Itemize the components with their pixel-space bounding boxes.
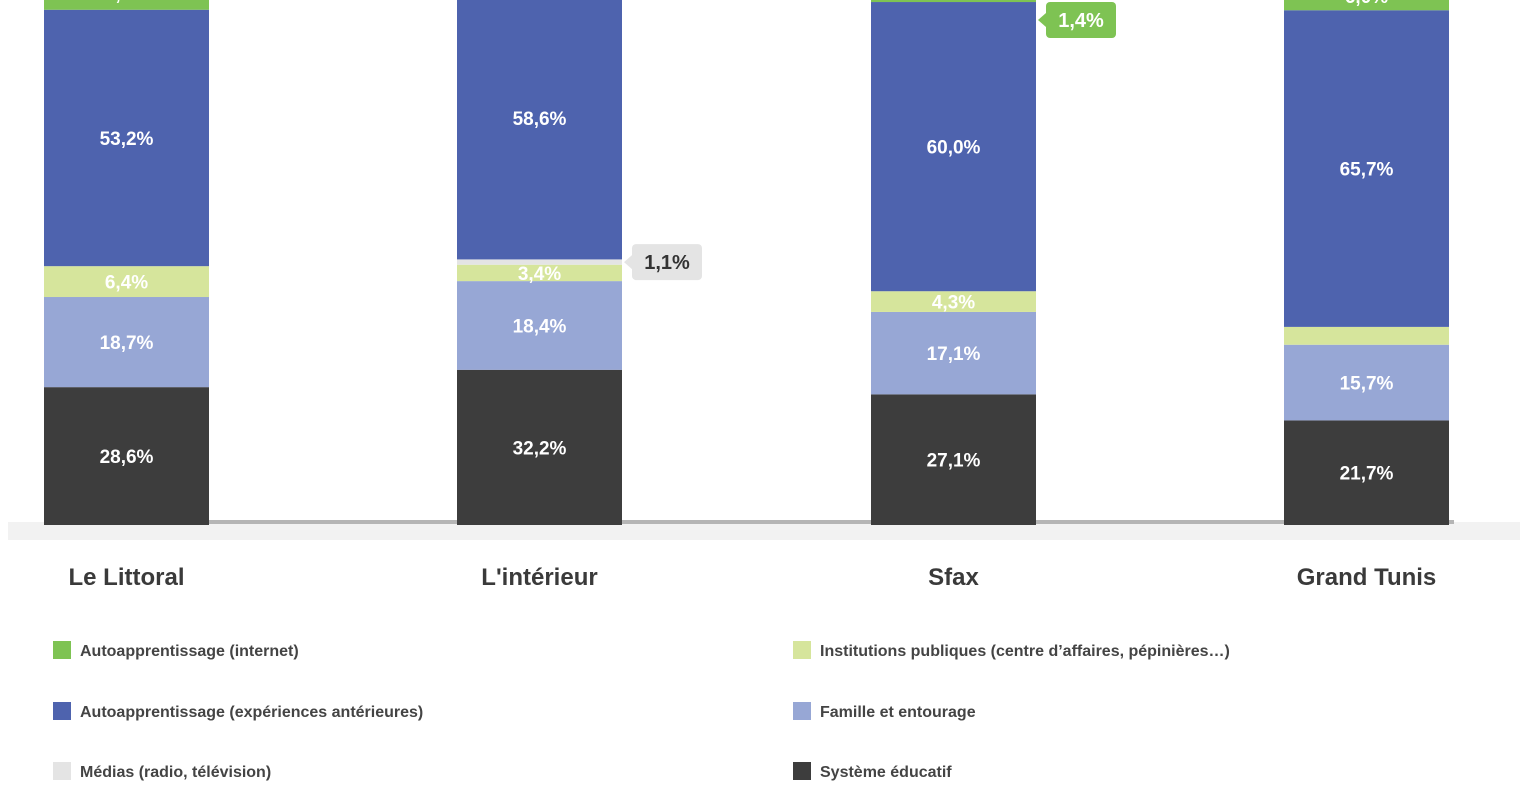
data-label-sfax-institutions-publiques-centre-d-affaires-pepinieres: 4,3% [932,293,975,314]
bars-group: 28,6% 18,7% 6,4% 53,2% 6,9% 32,2% 18,4% 3,4% 1,1… [44,0,1449,525]
data-label-le-littoral-famille-et-entourage: 18,7% [100,333,154,354]
callout-pointer-l-interieur-medias-radio-television [624,255,632,270]
legend-label-institutions-publiques-centre-d-affaires-pepinieres: Institutions publiques (centre d’affaire… [820,643,1230,660]
legend-swatch-autoapprentissage-internet [53,641,71,659]
bar-segment-le-littoral-systeme-educatif [44,387,209,525]
callout-box-sfax-autoapprentissage-internet [1046,2,1116,38]
data-label-le-littoral-systeme-educatif: 28,6% [100,447,154,468]
data-label-l-interieur-systeme-educatif: 32,2% [513,438,567,459]
bar-segment-l-interieur-institutions-publiques-centre-d-affaires-pepinieres [457,264,622,282]
data-label-le-littoral-autoapprentissage-experiences-anterieures: 53,2% [100,129,154,150]
bar-segment-l-interieur-autoapprentissage-experiences-anterieures [457,0,622,260]
legend-label-medias-radio-television: Médias (radio, télévision) [80,764,271,781]
bar-segment-sfax-autoapprentissage-internet [871,0,1036,3]
category-labels: Le Littoral L'intérieur Sfax Grand Tunis [68,564,1436,591]
bar-segment-grand-tunis-autoapprentissage-internet [1284,0,1449,11]
data-label-sfax-systeme-educatif: 27,1% [927,451,981,472]
legend-label-autoapprentissage-internet: Autoapprentissage (internet) [80,643,299,660]
bar-segment-le-littoral-autoapprentissage-experiences-anterieures [44,9,209,267]
callout-pointer-sfax-autoapprentissage-internet [1038,13,1046,27]
bar-segment-sfax-institutions-publiques-centre-d-affaires-pepinieres [871,291,1036,312]
legend-swatch-autoapprentissage-experiences-anterieures [53,702,71,720]
data-label-l-interieur-autoapprentissage-experiences-anterieures: 58,6% [513,109,567,130]
data-label-l-interieur-institutions-publiques-centre-d-affaires-pepinieres: 3,4% [518,264,561,285]
category-label-grand-tunis: Grand Tunis [1297,564,1437,591]
bar-segment-sfax-famille-et-entourage [871,311,1036,395]
bar-segment-grand-tunis-institutions-publiques-centre-d-affaires-pepinieres [1284,326,1449,345]
data-label-le-littoral-autoapprentissage-internet: 6,9% [105,0,148,5]
bar-segment-l-interieur-famille-et-entourage [457,281,622,370]
data-label-l-interieur-famille-et-entourage: 18,4% [513,316,567,337]
data-label-le-littoral-institutions-publiques-centre-d-affaires-pepinieres: 6,4% [105,273,148,294]
data-label-grand-tunis-autoapprentissage-experiences-anterieures: 65,7% [1340,160,1394,181]
bar-segment-le-littoral-famille-et-entourage [44,297,209,388]
legend-label-famille-et-entourage: Famille et entourage [820,704,976,721]
category-label-sfax: Sfax [928,564,979,591]
category-label-l-interieur: L'intérieur [481,564,597,591]
bar-segment-sfax-systeme-educatif [871,394,1036,525]
data-label-l-interieur-medias-radio-television: 1,1% [644,252,690,274]
bar-segment-grand-tunis-autoapprentissage-experiences-anterieures [1284,10,1449,327]
data-label-sfax-famille-et-entourage: 17,1% [927,344,981,365]
data-label-grand-tunis-autoapprentissage-internet: 6,0% [1345,0,1388,8]
bar-segment-grand-tunis-systeme-educatif [1284,420,1449,525]
data-label-sfax-autoapprentissage-experiences-anterieures: 60,0% [927,138,981,159]
data-label-sfax-autoapprentissage-internet: 1,4% [1058,10,1104,32]
bar-segment-grand-tunis-famille-et-entourage [1284,344,1449,421]
legend-label-systeme-educatif: Système éducatif [820,764,952,781]
legend-swatch-famille-et-entourage [793,702,811,720]
bar-segment-le-littoral-autoapprentissage-internet [44,0,209,10]
bar-segment-le-littoral-institutions-publiques-centre-d-affaires-pepinieres [44,266,209,298]
data-label-grand-tunis-famille-et-entourage: 15,7% [1340,374,1394,395]
bar-segment-l-interieur-systeme-educatif [457,369,622,525]
callout-box-l-interieur-medias-radio-television [632,244,702,281]
data-label-grand-tunis-systeme-educatif: 21,7% [1340,464,1394,485]
category-label-le-littoral: Le Littoral [68,564,184,591]
legend-swatch-institutions-publiques-centre-d-affaires-pepinieres [793,641,811,659]
bar-segment-sfax-autoapprentissage-experiences-anterieures [871,2,1036,292]
legend-swatch-medias-radio-television [53,762,71,780]
legend-label-autoapprentissage-experiences-anterieures: Autoapprentissage (expériences antérieur… [80,704,423,721]
x-axis-line [44,520,1454,524]
legend: Autoapprentissage (internet) Institutions… [53,641,1230,781]
axis-band [8,522,1520,540]
legend-swatch-systeme-educatif [793,762,811,780]
bar-segment-l-interieur-medias-radio-television [457,259,622,265]
